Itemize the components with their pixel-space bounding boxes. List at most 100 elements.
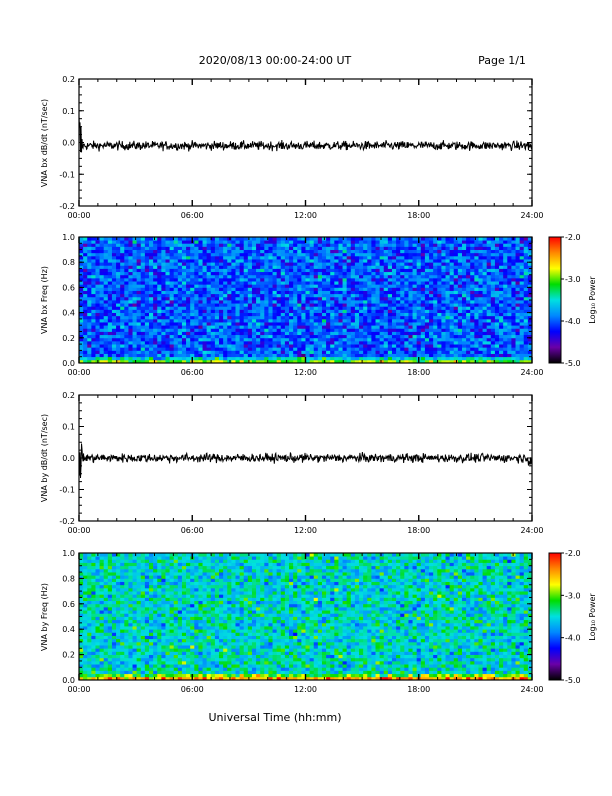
spectrogram-cell xyxy=(425,250,430,254)
spectrogram-cell xyxy=(104,328,109,332)
spectrogram-cell xyxy=(520,253,525,257)
spectrogram-cell xyxy=(520,297,525,301)
spectrogram-cell xyxy=(334,246,339,250)
spectrogram-cell xyxy=(87,240,92,244)
y-tick-label: -0.2 xyxy=(59,517,75,526)
spectrogram-cell xyxy=(330,338,335,342)
spectrogram-cell xyxy=(165,253,170,257)
spectrogram-cell xyxy=(91,354,96,358)
spectrogram-cell xyxy=(137,265,142,269)
spectrogram-cell xyxy=(301,303,306,307)
spectrogram-cell xyxy=(429,250,434,254)
spectrogram-cell xyxy=(330,294,335,298)
spectrogram-cell xyxy=(458,306,463,310)
spectrogram-cell xyxy=(297,309,302,313)
spectrogram-cell xyxy=(347,265,352,269)
spectrogram-cell xyxy=(91,591,96,595)
spectrogram-cell xyxy=(153,265,158,269)
data-line xyxy=(79,117,532,153)
spectrogram-cell xyxy=(104,655,109,659)
spectrogram-cell xyxy=(256,319,261,323)
spectrogram-cell xyxy=(483,287,488,291)
spectrogram-cell xyxy=(483,350,488,354)
spectrogram-cell xyxy=(392,338,397,342)
spectrogram-cell xyxy=(211,322,216,326)
spectrogram-cell xyxy=(499,335,504,339)
spectrogram-cell xyxy=(264,246,269,250)
spectrogram-cell xyxy=(326,265,331,269)
spectrogram-cell xyxy=(478,294,483,298)
spectrogram-cell xyxy=(466,335,471,339)
spectrogram-cell xyxy=(137,341,142,345)
spectrogram-cell xyxy=(161,325,166,329)
spectrogram-cell xyxy=(384,278,389,282)
spectrogram-cell xyxy=(524,322,529,326)
spectrogram-cell xyxy=(421,338,426,342)
spectrogram-cell xyxy=(343,313,348,317)
spectrogram-cell xyxy=(458,313,463,317)
spectrogram-cell xyxy=(87,278,92,282)
spectrogram-cell xyxy=(384,332,389,336)
spectrogram-cell xyxy=(297,243,302,247)
spectrogram-cell xyxy=(293,284,298,288)
spectrogram-cell xyxy=(466,344,471,348)
spectrogram-cell xyxy=(454,341,459,345)
spectrogram-cell xyxy=(347,287,352,291)
spectrogram-cell xyxy=(198,284,203,288)
spectrogram-cell xyxy=(83,313,88,317)
spectrogram-cell xyxy=(149,322,154,326)
spectrogram-cell xyxy=(441,262,446,266)
spectrogram-cell xyxy=(359,341,364,345)
spectrogram-cell xyxy=(437,350,442,354)
spectrogram-cell xyxy=(392,322,397,326)
spectrogram-cell xyxy=(145,240,150,244)
spectrogram-cell xyxy=(474,341,479,345)
spectrogram-cell xyxy=(347,272,352,276)
spectrogram-cell xyxy=(429,313,434,317)
spectrogram-cell xyxy=(91,240,96,244)
spectrogram-cell xyxy=(83,328,88,332)
spectrogram-cell xyxy=(450,316,455,320)
spectrogram-cell xyxy=(524,316,529,320)
spectrogram-cell xyxy=(355,291,360,295)
spectrogram-cell xyxy=(157,246,162,250)
spectrogram-cell xyxy=(524,341,529,345)
spectrogram-cell xyxy=(285,354,290,358)
spectrogram-cell xyxy=(310,253,315,257)
spectrogram-cell xyxy=(322,256,327,260)
spectrogram-cell xyxy=(330,256,335,260)
spectrogram-cell xyxy=(231,306,236,310)
spectrogram-cell xyxy=(83,253,88,257)
spectrogram-cell xyxy=(141,306,146,310)
spectrogram-cell xyxy=(268,287,273,291)
spectrogram-cell xyxy=(264,313,269,317)
spectrogram-cell xyxy=(429,350,434,354)
spectrogram-cell xyxy=(100,347,105,351)
spectrogram-cell xyxy=(165,332,170,336)
spectrogram-cell xyxy=(83,582,88,586)
spectrogram-cell xyxy=(404,322,409,326)
spectrogram-cell xyxy=(417,309,422,313)
spectrogram-cell xyxy=(433,316,438,320)
spectrogram-cell xyxy=(174,325,179,329)
spectrogram-cell xyxy=(433,253,438,257)
spectrogram-cell xyxy=(203,256,208,260)
spectrogram-cell xyxy=(215,278,220,282)
spectrogram-cell xyxy=(310,350,315,354)
spectrogram-cell xyxy=(355,297,360,301)
spectrogram-cell xyxy=(87,309,92,313)
spectrogram-cell xyxy=(289,341,294,345)
spectrogram-cell xyxy=(355,256,360,260)
spectrogram-cell xyxy=(170,294,175,298)
spectrogram-cell xyxy=(100,648,105,652)
spectrogram-cell xyxy=(112,259,117,263)
spectrogram-cell xyxy=(462,297,467,301)
spectrogram-cell xyxy=(108,347,113,351)
spectrogram-cell xyxy=(157,303,162,307)
spectrogram-cell xyxy=(462,335,467,339)
spectrogram-cell xyxy=(520,256,525,260)
spectrogram-cell xyxy=(128,335,133,339)
spectrogram-cell xyxy=(322,354,327,358)
spectrogram-cell xyxy=(87,559,92,563)
spectrogram-cell xyxy=(227,297,232,301)
